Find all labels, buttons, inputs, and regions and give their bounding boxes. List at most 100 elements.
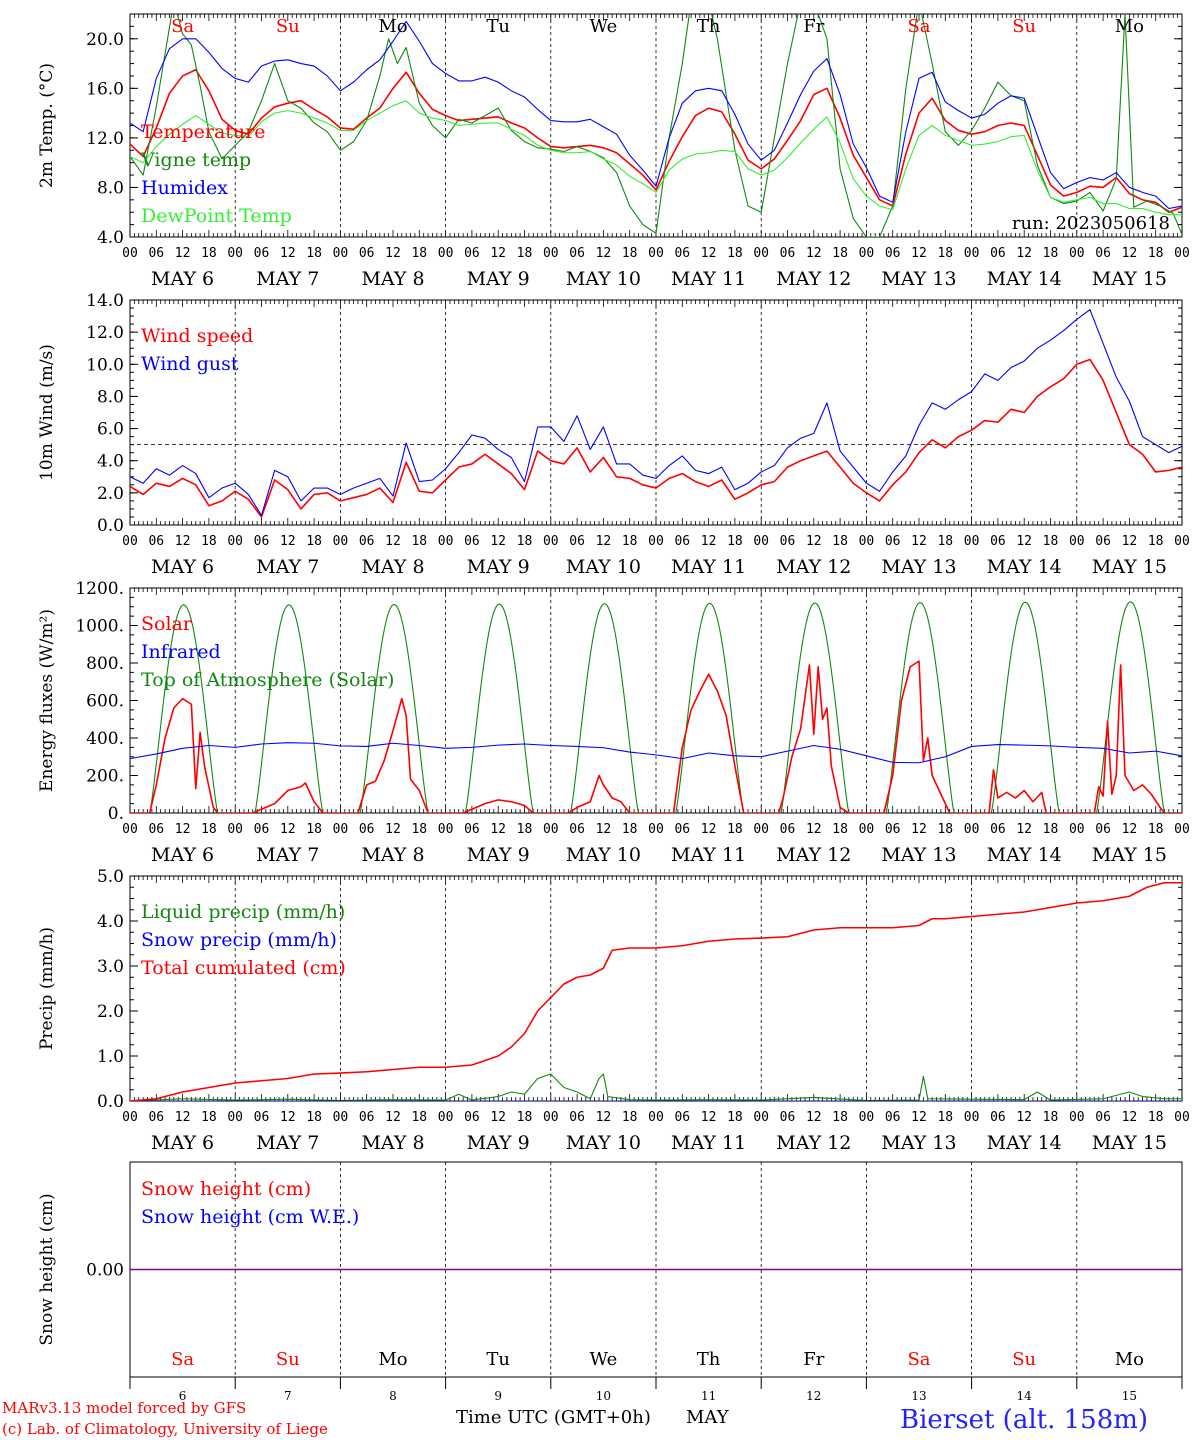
hour-tick-label: 00 [122,822,138,837]
hour-ticks [129,300,1183,525]
hour-tick-label: 12 [806,1110,822,1125]
hour-tick-label: 00 [1069,534,1085,549]
hour-tick-label: 12 [490,246,506,261]
run-annotation: run: 2023050618 [1012,213,1170,234]
x-axis-title: Time UTC (GMT+0h) [456,1407,651,1428]
hour-tick-label: 06 [254,822,270,837]
hour-tick-label: 18 [937,534,953,549]
day-label: MAY 10 [566,1132,641,1154]
hour-tick-label: 18 [1148,246,1164,261]
day-label: MAY 7 [256,556,319,578]
hour-tick-label: 00 [753,246,769,261]
day-label: MAY 8 [361,556,424,578]
y-tick-label: 1200. [75,579,124,599]
y-tick-label: 12.0 [86,129,124,149]
series-line-toa-solar [149,601,1166,813]
hour-tick-label: 06 [674,822,690,837]
hour-tick-label: 00 [438,822,454,837]
day-number: 7 [284,1389,292,1403]
hour-tick-label: 00 [1174,1110,1190,1125]
y-tick-label: 1000. [75,617,124,637]
hour-tick-label: 00 [333,822,349,837]
day-number: 8 [389,1389,397,1403]
weekday-label: Mo [378,1349,407,1370]
weekday-label: Mo [378,16,407,37]
hour-tick-label: 06 [674,1110,690,1125]
plot-area [130,601,1182,813]
hour-tick-label: 00 [859,246,875,261]
panel-snow: 0.00 Snow height (cm) Snow height (cm) Snow… [37,1161,1183,1403]
hour-tick-label: 06 [464,534,480,549]
hour-tick-label: 06 [780,822,796,837]
y-tick-label: 6.0 [97,420,124,440]
hour-tick-label: 00 [859,534,875,549]
weekday-label: Fr [803,16,824,37]
hour-tick-label: 00 [964,534,980,549]
weekday-label: Sa [171,16,194,37]
day-number: 14 [1017,1389,1033,1403]
series-line-total-cumulated-cm- [130,881,1182,1101]
hour-tick-label: 12 [490,1110,506,1125]
hour-tick-label: 12 [385,1110,401,1125]
hour-tick-label: 12 [175,534,191,549]
day-label: MAY 10 [566,556,641,578]
y-tick-label: 1.0 [97,1047,124,1067]
y-tick-label: 14.0 [86,291,124,311]
hour-tick-label: 06 [148,534,164,549]
hour-tick-label: 06 [885,1110,901,1125]
y-tick-label: 3.0 [97,957,124,977]
hour-tick-label: 06 [254,1110,270,1125]
y-tick-label: 8.0 [97,387,124,407]
hour-tick-label: 18 [517,246,533,261]
hour-tick-label: 18 [306,1110,322,1125]
panel-wind: 0.0 2.0 4.0 6.0 8.0 10.0 12.0 14.0 10m Wind (m/s… [37,291,1190,578]
hour-tick-label: 18 [1043,822,1059,837]
weekday-label: Mo [1115,16,1144,37]
day-label: MAY 13 [881,844,956,866]
hour-tick-label: 18 [201,246,217,261]
hour-tick-label: 12 [385,246,401,261]
day-label: MAY 8 [361,844,424,866]
hour-tick-label: 06 [674,246,690,261]
hour-tick-label: 12 [175,246,191,261]
legend-entry: Snow precip (mm/h) [141,929,337,951]
model-credit: MARv3.13 model forced by GFS [2,1399,246,1417]
hour-tick-label: 12 [1122,1110,1138,1125]
hour-tick-label: 12 [1122,534,1138,549]
weekday-label: Mo [1115,1349,1144,1370]
legend-entry: Wind speed [141,325,253,347]
day-label: MAY 11 [671,1132,746,1154]
hour-tick-label: 06 [148,822,164,837]
hour-tick-label: 06 [464,246,480,261]
series-line-temperature [130,68,1182,214]
hour-tick-label: 06 [148,246,164,261]
day-number: 13 [911,1389,926,1403]
legend-entry: Liquid precip (mm/h) [141,901,345,923]
copyright: (c) Lab. of Climatology, University of L… [2,1420,328,1438]
day-number: 12 [806,1389,821,1403]
day-label: MAY 15 [1092,1132,1167,1154]
y-tick-label: 20.0 [86,30,124,50]
y-tick-label: 2.0 [97,484,124,504]
hour-tick-label: 18 [622,1110,638,1125]
hour-tick-label: 18 [411,246,427,261]
hour-tick-label: 12 [911,246,927,261]
legend-entry: Temperature [141,121,265,143]
legend-entry: Infrared [141,641,221,663]
y-axis-label: 10m Wind (m/s) [37,344,57,481]
hour-tick-label: 12 [596,822,612,837]
hour-tick-label: 06 [464,1110,480,1125]
hour-tick-label: 12 [596,246,612,261]
hour-tick-label: 12 [596,534,612,549]
y-tick-label: 0.0 [97,516,124,536]
hour-tick-label: 12 [701,534,717,549]
hour-tick-label: 12 [596,1110,612,1125]
hour-tick-label: 06 [780,534,796,549]
day-label: MAY 7 [256,844,319,866]
hour-tick-label: 00 [543,822,559,837]
hour-tick-label: 12 [385,822,401,837]
series-line-solar [130,660,1182,813]
day-label: MAY 7 [256,1132,319,1154]
day-label: MAY 15 [1092,556,1167,578]
weekday-label: Sa [907,16,930,37]
